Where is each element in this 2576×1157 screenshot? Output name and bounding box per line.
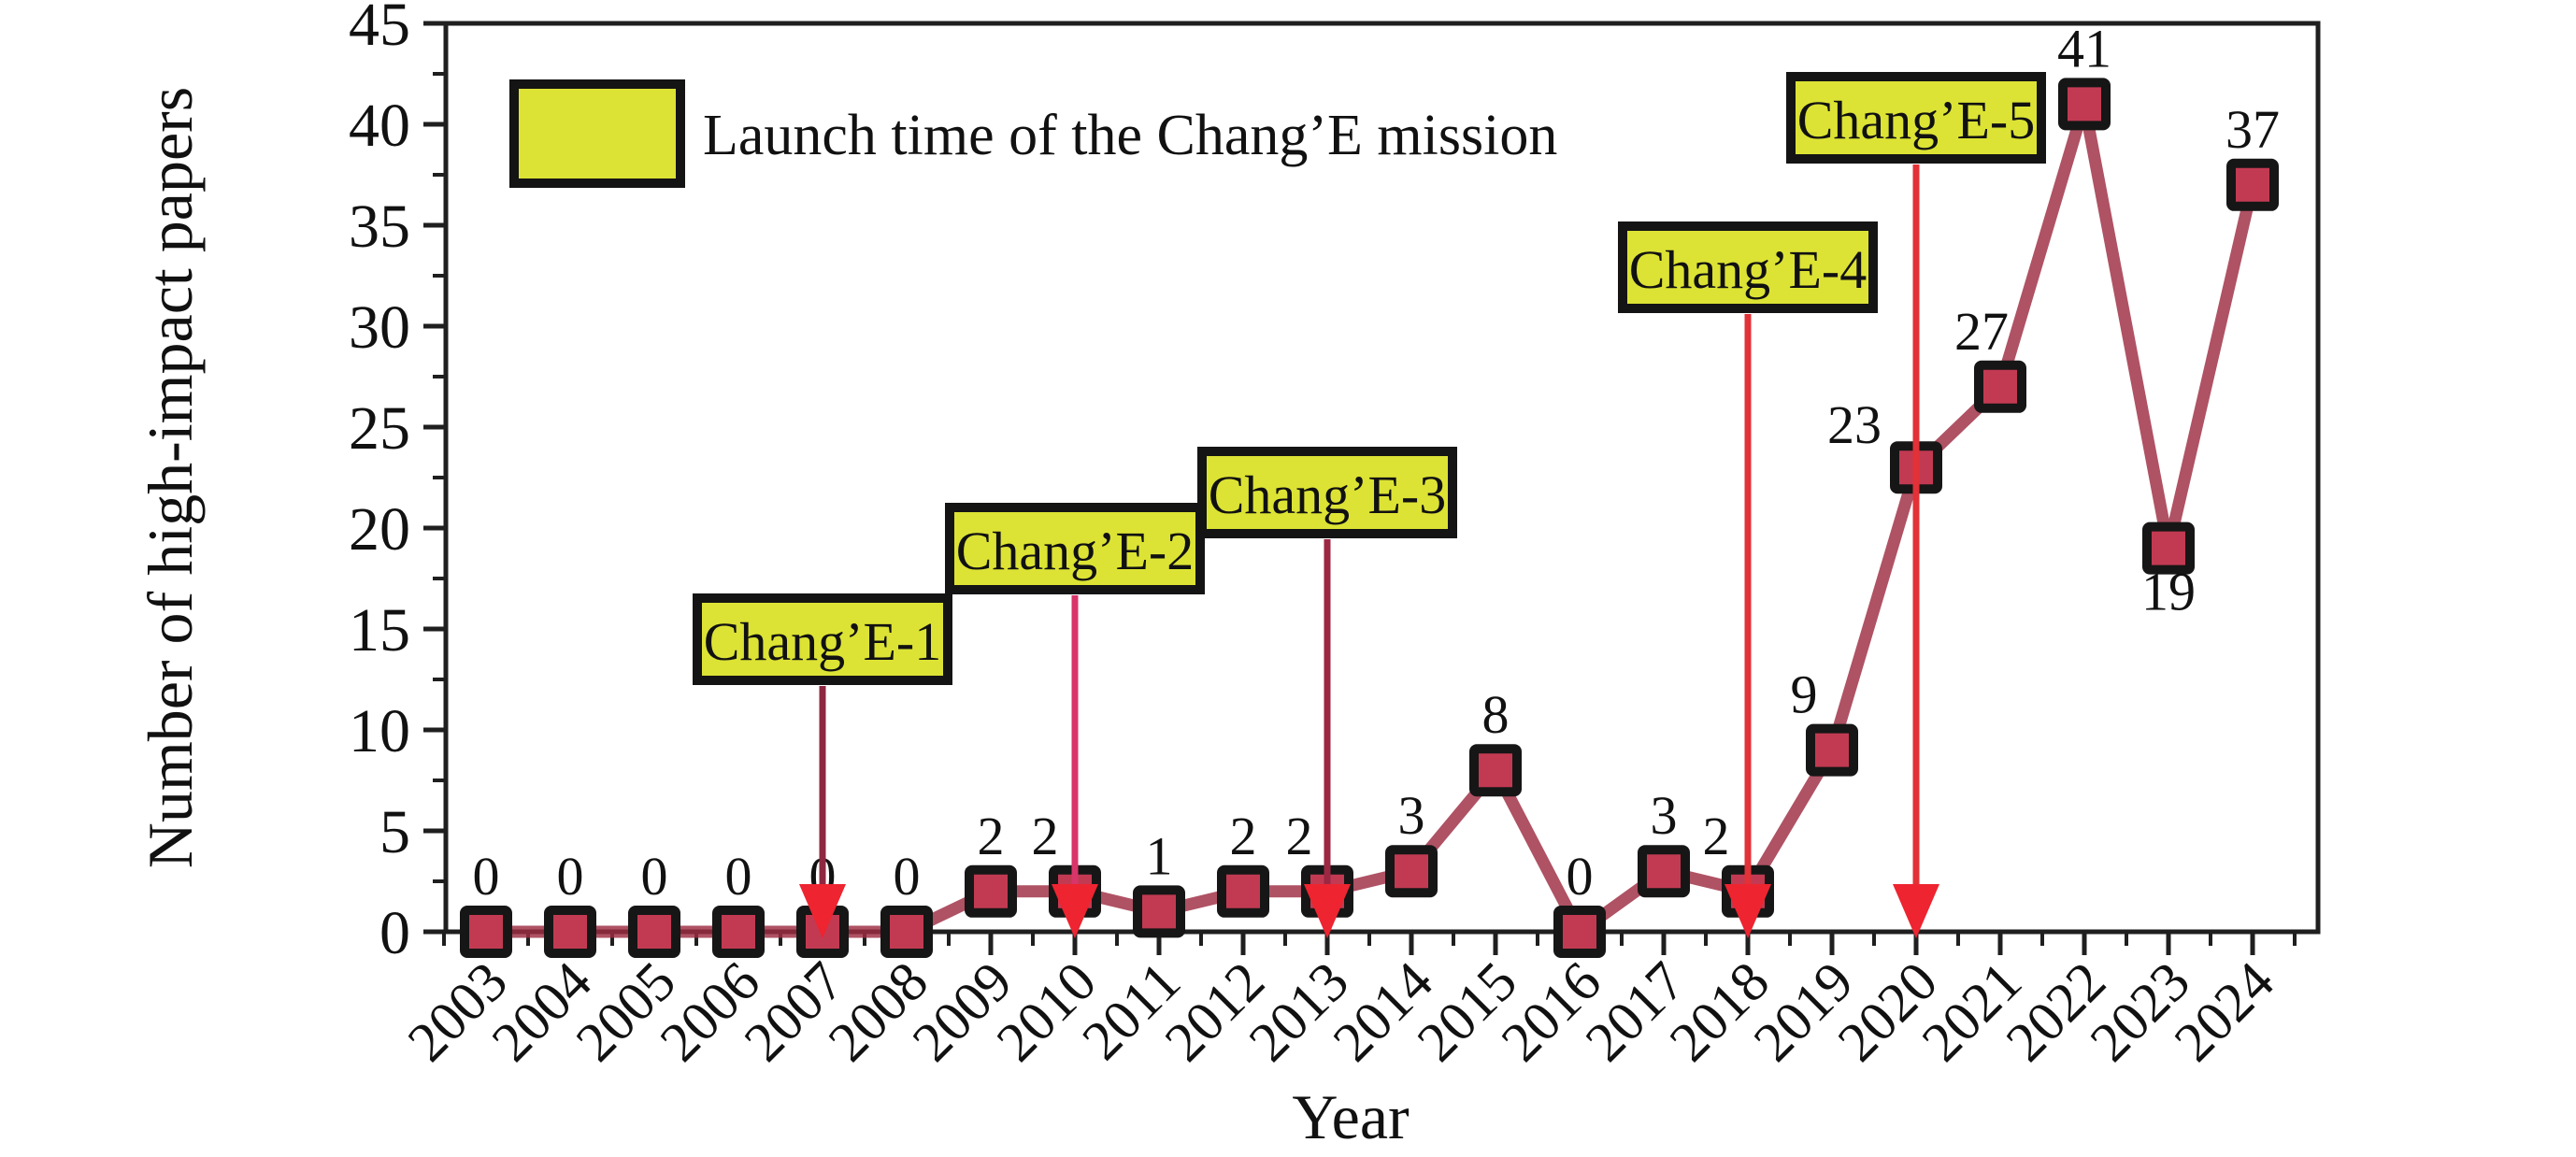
data-point-2019 xyxy=(1806,723,1858,777)
data-point-2023 xyxy=(2142,521,2195,575)
value-label-2024: 37 xyxy=(2225,99,2280,160)
y-axis: 0 5 10 15 20 25 30 35 40 45 xyxy=(349,0,446,967)
data-point-2024 xyxy=(2226,158,2279,211)
data-point-2006 xyxy=(712,906,765,958)
series xyxy=(486,97,2259,938)
data-point-2017 xyxy=(1638,845,1690,898)
y-tick-label: 45 xyxy=(349,0,410,59)
annotation-label: Chang’E-2 xyxy=(956,521,1195,581)
value-label-2016: 0 xyxy=(1567,846,1594,907)
y-tick-label: 5 xyxy=(379,798,410,866)
annotation-box xyxy=(1197,447,1457,538)
y-tick-label: 40 xyxy=(349,92,410,160)
value-label-2019: 9 xyxy=(1791,664,1818,725)
y-tick-label: 20 xyxy=(349,495,410,564)
y-tick-label: 35 xyxy=(349,193,410,261)
x-axis-title: Year xyxy=(1292,1081,1410,1152)
y-axis-title: Number of high-impact papers xyxy=(135,87,206,869)
annotation-arrowhead-icon xyxy=(1724,884,1771,938)
data-point-2016 xyxy=(1553,906,1606,958)
data-point-2009 xyxy=(965,864,1017,918)
y-tick-label: 30 xyxy=(349,293,410,362)
value-label-2017: 3 xyxy=(1651,785,1678,846)
annotation-label: Chang’E-3 xyxy=(1209,464,1447,525)
data-point-2022 xyxy=(2058,78,2111,131)
annotation-arrowhead-icon xyxy=(1052,884,1098,938)
value-label-2020: 23 xyxy=(1827,394,1882,455)
value-label-2023: 19 xyxy=(2141,562,2196,622)
annotation-arrowhead-icon xyxy=(1304,884,1351,938)
data-point-2021 xyxy=(1974,360,2026,413)
y-tick-label: 10 xyxy=(349,697,410,765)
value-label-2022: 41 xyxy=(2057,18,2111,79)
legend: Launch time of the Chang’E mission xyxy=(509,79,1557,188)
annotation-box xyxy=(1618,221,1878,313)
annotation-ChangE-1: Chang’E-1 xyxy=(693,593,952,938)
value-labels: 000000221223803292327411937 xyxy=(473,18,2281,907)
value-label-2014: 3 xyxy=(1398,785,1425,846)
data-point-2012 xyxy=(1217,864,1269,918)
value-label-2003: 0 xyxy=(473,846,500,907)
value-label-2005: 0 xyxy=(641,846,668,907)
annotation-box xyxy=(1786,72,2046,164)
x-axis: 2003200420052006200720082009201020112012… xyxy=(396,932,2297,1074)
data-point-2011 xyxy=(1133,885,1185,938)
annotation-arrowhead-icon xyxy=(799,884,846,938)
y-tick-label: 0 xyxy=(379,899,410,967)
value-label-2013: 2 xyxy=(1286,806,1313,866)
y-tick-label: 25 xyxy=(349,394,410,463)
annotation-box xyxy=(693,593,952,685)
value-label-2012: 2 xyxy=(1230,806,1257,866)
value-label-2006: 0 xyxy=(725,846,752,907)
annotation-box xyxy=(945,503,1205,594)
annotation-label: Chang’E-1 xyxy=(704,611,942,672)
annotation-label: Chang’E-5 xyxy=(1797,90,2036,150)
annotation-ChangE-2: Chang’E-2 xyxy=(945,503,1205,938)
legend-label: Launch time of the Chang’E mission xyxy=(703,104,1557,167)
x-tick-label: 2024 xyxy=(2163,950,2286,1074)
annotation-ChangE-5: Chang’E-5 xyxy=(1786,72,2046,938)
value-label-2009: 2 xyxy=(978,806,1005,866)
value-label-2004: 0 xyxy=(557,846,584,907)
data-point-2003 xyxy=(460,906,512,958)
value-label-2008: 0 xyxy=(894,846,921,907)
data-point-2008 xyxy=(880,906,933,958)
data-point-2005 xyxy=(628,906,680,958)
value-label-2010: 2 xyxy=(1032,806,1059,866)
series-line xyxy=(486,97,2259,938)
annotation-label: Chang’E-4 xyxy=(1629,239,1868,300)
annotation-arrowhead-icon xyxy=(1893,884,1939,938)
annotation-ChangE-3: Chang’E-3 xyxy=(1197,447,1457,938)
data-point-2014 xyxy=(1385,845,1438,898)
data-point-2004 xyxy=(544,906,596,958)
y-tick-label: 15 xyxy=(349,596,410,664)
annotation-ChangE-4: Chang’E-4 xyxy=(1618,221,1878,938)
data-point-2015 xyxy=(1469,744,1522,797)
value-label-2011: 1 xyxy=(1146,825,1173,886)
value-label-2018: 2 xyxy=(1703,806,1730,866)
value-label-2021: 27 xyxy=(1954,301,2009,362)
value-label-2015: 8 xyxy=(1482,684,1510,745)
legend-swatch xyxy=(509,79,685,188)
